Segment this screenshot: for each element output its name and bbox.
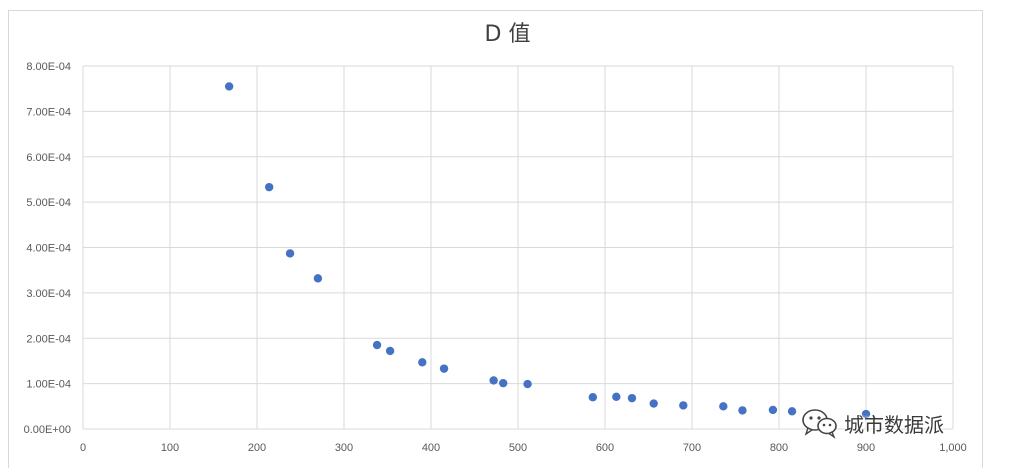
data-point	[264, 182, 274, 192]
data-point	[313, 274, 323, 283]
data-point	[738, 406, 747, 415]
x-tick-label: 700	[683, 442, 701, 454]
data-point	[439, 364, 449, 373]
y-tick-label: 3.00E-04	[26, 288, 71, 300]
y-axis-ticks: 0.00E+00 1.00E-04 2.00E-04 3.00E-04 4.00E-04…	[24, 61, 71, 436]
data-point	[499, 378, 508, 388]
x-axis-ticks: 0 100 200 300 400 500 600 700 800 900 1,000	[80, 442, 967, 454]
grid-lines	[82, 65, 954, 430]
data-point	[588, 393, 598, 402]
x-tick-label: 500	[509, 442, 527, 454]
y-tick-label: 2.00E-04	[26, 333, 71, 345]
y-tick-label: 7.00E-04	[26, 106, 71, 118]
y-tick-label: 5.00E-04	[26, 197, 71, 209]
y-tick-label: 1.00E-04	[26, 379, 71, 391]
x-tick-label: 1,000	[939, 442, 967, 454]
data-point	[612, 392, 621, 401]
data-point	[224, 82, 234, 91]
y-tick-label: 8.00E-04	[26, 61, 71, 73]
data-point	[719, 402, 728, 411]
y-tick-label: 0.00E+00	[24, 424, 71, 436]
x-tick-label: 800	[770, 442, 788, 454]
data-point	[285, 249, 295, 258]
x-tick-label: 0	[80, 442, 86, 454]
data-point	[627, 393, 637, 403]
x-tick-label: 300	[335, 442, 353, 454]
wechat-icon	[802, 409, 837, 439]
chart-title: D 值	[484, 22, 531, 47]
x-tick-label: 600	[596, 442, 614, 454]
watermark: 城市数据派	[800, 404, 982, 442]
x-tick-label: 400	[422, 442, 440, 454]
data-points	[224, 82, 871, 419]
y-tick-label: 4.00E-04	[26, 243, 71, 255]
data-point	[418, 358, 427, 367]
data-point	[679, 401, 688, 410]
data-point	[523, 379, 532, 389]
data-point	[489, 376, 498, 385]
data-point	[768, 405, 778, 415]
data-point	[649, 399, 658, 408]
data-point	[385, 346, 395, 356]
watermark-text: 城市数据派	[844, 412, 944, 437]
y-tick-label: 6.00E-04	[26, 152, 71, 164]
x-tick-label: 900	[857, 442, 875, 454]
x-tick-label: 200	[248, 442, 266, 454]
x-tick-label: 100	[161, 442, 179, 454]
data-point	[861, 409, 871, 419]
data-point	[372, 340, 382, 350]
data-point	[787, 407, 797, 416]
